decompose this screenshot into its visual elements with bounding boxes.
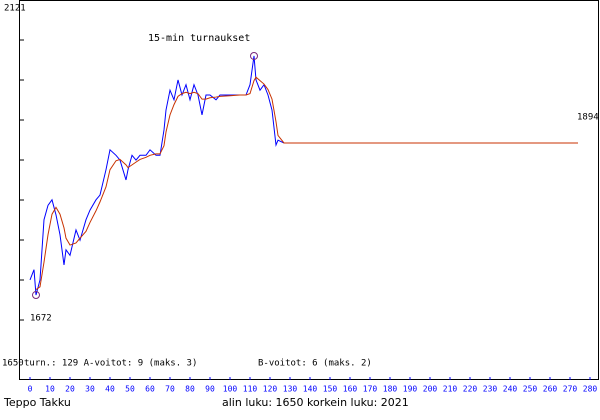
x-tick-label: 120	[263, 385, 278, 394]
y-minor-ticks	[20, 39, 24, 321]
extreme-marker	[32, 291, 40, 300]
stats-b: B-voitot: 6 (maks. 2)	[258, 359, 372, 369]
min-value-label: 1672	[30, 314, 52, 324]
x-tick-label: 190	[403, 385, 418, 394]
stats-a: turn.: 129 A-voitot: 9 (maks. 3)	[24, 359, 197, 369]
x-tick-label: 140	[303, 385, 318, 394]
x-tick-label: 20	[65, 385, 75, 394]
x-tick-label: 230	[483, 385, 498, 394]
x-tick-label: 280	[583, 385, 598, 394]
x-tick-label: 80	[185, 385, 195, 394]
player-name: Teppo Takku	[3, 396, 71, 409]
series-line	[35, 76, 578, 290]
x-tick-label: 260	[543, 385, 558, 394]
x-tick-label: 90	[205, 385, 215, 394]
x-tick-label: 100	[223, 385, 238, 394]
x-tick-label: 70	[165, 385, 175, 394]
x-tick-label: 240	[503, 385, 518, 394]
x-tick-label: 110	[243, 385, 258, 394]
y-top-label: 2121	[4, 4, 26, 14]
y-bottom-label: 1650	[2, 359, 24, 369]
x-tick-label: 130	[283, 385, 298, 394]
x-tick-label: 180	[383, 385, 398, 394]
x-tick-label: 170	[363, 385, 378, 394]
x-tick-label: 60	[145, 385, 155, 394]
x-tick-label: 200	[423, 385, 438, 394]
series-line	[29, 55, 578, 296]
x-tick-label: 160	[343, 385, 358, 394]
x-tick-label: 270	[563, 385, 578, 394]
x-tick-label: 250	[523, 385, 538, 394]
x-tick-label: 50	[125, 385, 135, 394]
x-tick-label: 10	[45, 385, 55, 394]
x-tick-label: 30	[85, 385, 95, 394]
x-tick-label: 0	[28, 385, 33, 394]
x-tick-label: 40	[105, 385, 115, 394]
x-tick-label: 150	[323, 385, 338, 394]
extreme-marker	[250, 51, 258, 60]
x-tick-label: 220	[463, 385, 478, 394]
x-tick-label: 210	[443, 385, 458, 394]
chart-title: 15-min turnaukset	[148, 33, 250, 44]
last-value-label: 1894	[577, 113, 599, 123]
plot-frame	[19, 0, 599, 380]
range-text: alin luku: 1650 korkein luku: 2021	[222, 396, 409, 409]
